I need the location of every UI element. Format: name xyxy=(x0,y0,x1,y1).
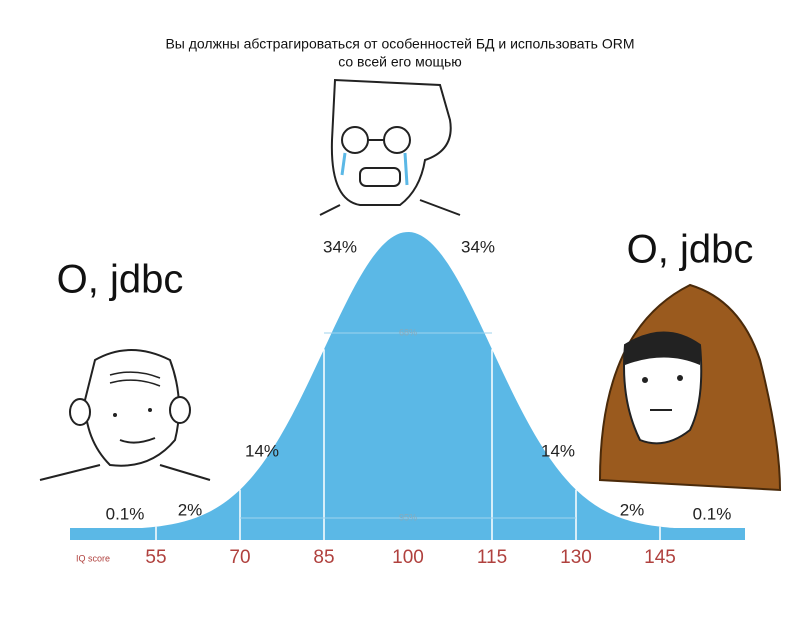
percent-label: 14% xyxy=(245,441,279,460)
nerd-face xyxy=(319,78,461,216)
percent-label: 0.1% xyxy=(693,504,732,523)
axis-label: IQ score xyxy=(76,553,110,563)
percent-label: 0.1% xyxy=(106,504,145,523)
hooded-face xyxy=(598,283,782,492)
left-caption: O, jdbc xyxy=(57,258,184,302)
x-tick-label: 145 xyxy=(644,547,676,568)
x-tick-label: 130 xyxy=(560,547,592,568)
simple-face xyxy=(39,349,211,481)
x-tick-label: 85 xyxy=(313,547,334,568)
percent-label: 34% xyxy=(323,237,357,256)
x-tick-label: 100 xyxy=(392,547,424,568)
x-tick-label: 70 xyxy=(229,547,250,568)
bell-curve: 0.1% 2% 14% 34% 34% 14% 2% 0.1% 68% 95% IQ score 55… xyxy=(70,232,745,568)
curve-area xyxy=(70,232,745,530)
right-caption: O, jdbc xyxy=(627,228,754,272)
x-tick-label: 55 xyxy=(145,547,166,568)
inner-label: 95% xyxy=(399,512,417,522)
x-tick-label: 115 xyxy=(477,547,507,568)
title-line: со всей его мощью xyxy=(338,54,462,70)
inner-label: 68% xyxy=(399,327,417,337)
percent-label: 2% xyxy=(178,500,203,519)
percent-label: 2% xyxy=(620,500,645,519)
percent-label: 14% xyxy=(541,441,575,460)
title-line: Вы должны абстрагироваться от особенност… xyxy=(165,36,634,52)
percent-label: 34% xyxy=(461,237,495,256)
